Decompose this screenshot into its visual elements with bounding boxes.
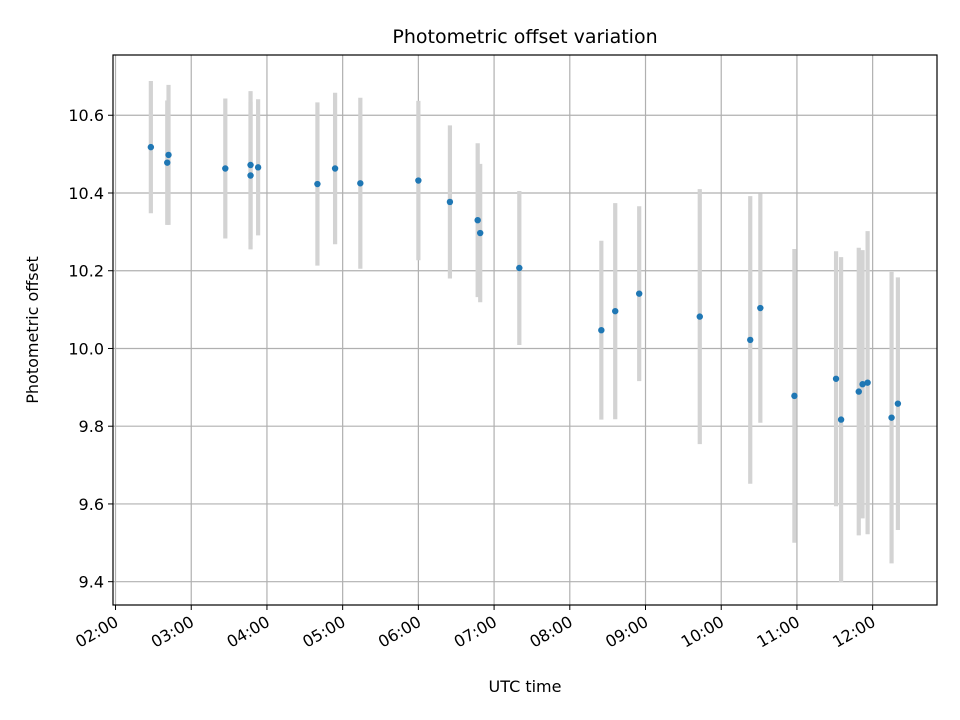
data-point: [894, 400, 902, 407]
y-tick-label: 9.4: [79, 573, 104, 592]
data-point: [314, 180, 321, 188]
y-tick-label: 10.6: [68, 106, 104, 125]
x-tick-label: 12:00: [829, 612, 878, 652]
data-point: [477, 229, 484, 237]
data-point: [446, 198, 454, 206]
data-point: [331, 165, 339, 172]
x-tick-label: 02:00: [72, 612, 121, 652]
x-tick-label: 05:00: [299, 612, 348, 652]
y-tick-label: 9.8: [79, 417, 104, 436]
error-bars: [148, 81, 900, 583]
data-point: [696, 313, 703, 320]
data-point: [859, 381, 866, 388]
x-tick-label: 08:00: [526, 612, 575, 652]
x-tick-label: 11:00: [754, 612, 803, 652]
axes-frame: [112, 54, 938, 606]
data-point: [832, 375, 840, 382]
data-point: [165, 151, 172, 159]
y-tick-label: 10.0: [68, 339, 104, 358]
data-point: [415, 177, 422, 184]
grid: [113, 55, 937, 605]
x-tick-label: 04:00: [224, 612, 273, 652]
x-tick-label: 10:00: [678, 612, 727, 652]
data-point: [747, 336, 754, 344]
data-point: [247, 172, 254, 179]
data-point: [864, 379, 871, 386]
y-tick-label: 10.2: [68, 262, 104, 281]
ticks: 02:00 03:00 04:00 05:00 06:00 07:00 08:00 09:00…: [68, 106, 878, 651]
data-point: [598, 326, 605, 334]
data-point: [837, 416, 845, 423]
data-point: [757, 304, 764, 312]
data-point: [888, 414, 895, 421]
x-axis-title: UTC time: [489, 677, 562, 696]
y-axis-title: Photometric offset: [23, 256, 42, 404]
x-tick-label: 07:00: [451, 612, 500, 652]
x-tick-label: 06:00: [375, 612, 424, 652]
data-point: [222, 165, 229, 172]
data-point: [791, 392, 798, 400]
data-point: [612, 307, 619, 315]
data-point: [516, 264, 523, 272]
data-point: [247, 161, 254, 169]
x-tick-label: 09:00: [602, 612, 651, 652]
data-point: [474, 216, 481, 224]
data-point: [357, 180, 364, 187]
y-tick-label: 9.6: [79, 495, 104, 514]
data-point: [164, 159, 171, 166]
data-points: [147, 143, 902, 423]
data-point: [147, 143, 155, 151]
data-point: [855, 388, 862, 395]
data-point: [635, 290, 643, 297]
data-point: [254, 164, 262, 171]
y-tick-label: 10.4: [68, 184, 104, 203]
chart-title: Photometric offset variation: [392, 26, 657, 48]
x-tick-label: 03:00: [148, 612, 197, 652]
